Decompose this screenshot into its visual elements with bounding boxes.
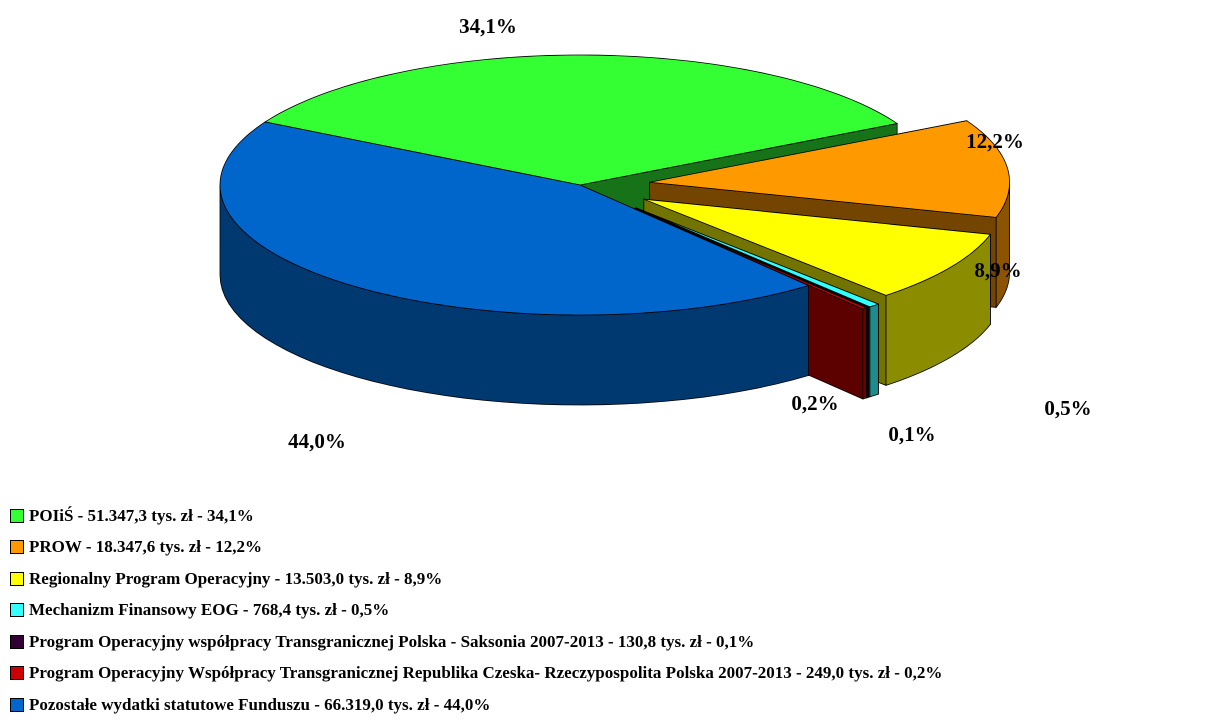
legend-item: Program Operacyjny współpracy Transgrani…: [10, 626, 942, 658]
legend-item: POIiŚ - 51.347,3 tys. zł - 34,1%: [10, 500, 942, 532]
legend-swatch: [10, 603, 24, 618]
data-label: 34,1%: [459, 14, 517, 38]
legend-item: Mechanizm Finansowy EOG - 768,4 tys. zł …: [10, 595, 942, 627]
legend-label: POIiŚ - 51.347,3 tys. zł - 34,1%: [29, 505, 254, 525]
legend-item: Program Operacyjny Współpracy Transgrani…: [10, 658, 942, 690]
data-label: 12,2%: [966, 129, 1024, 153]
slice: [643, 198, 992, 296]
legend-label: Pozostałe wydatki statutowe Funduszu - 6…: [29, 694, 491, 714]
chart: 34,1% 12,2% 8,9% 0,5% 0,1% 0,2% 44,0%: [219, 14, 1092, 453]
legend-swatch: [10, 540, 24, 555]
legend-label: Program Operacyjny Współpracy Transgrani…: [29, 663, 943, 683]
legend-swatch: [10, 666, 24, 681]
legend-item: Regionalny Program Operacyjny - 13.503,0…: [10, 563, 942, 595]
legend-label: PROW - 18.347,6 tys. zł - 12,2%: [29, 537, 262, 557]
slice-side: [866, 306, 870, 399]
slice: [634, 208, 868, 310]
data-label: 0,5%: [1044, 396, 1091, 420]
legend-swatch: [10, 697, 24, 712]
legend: POIiŚ - 51.347,3 tys. zł - 34,1% PROW - 1…: [10, 500, 942, 721]
data-label: 0,2%: [791, 391, 838, 415]
legend-label: Mechanizm Finansowy EOG - 768,4 tys. zł …: [29, 600, 390, 620]
data-label: 0,1%: [888, 422, 935, 446]
legend-item: Pozostałe wydatki statutowe Funduszu - 6…: [10, 689, 942, 721]
data-label: 44,0%: [288, 429, 346, 453]
slice: [264, 54, 899, 186]
legend-label: Program Operacyjny współpracy Transgrani…: [29, 631, 755, 651]
slice: [649, 120, 1010, 218]
slice: [219, 121, 810, 316]
slice-side: [869, 303, 879, 398]
legend-item: PROW - 18.347,6 tys. zł - 12,2%: [10, 532, 942, 564]
legend-swatch: [10, 634, 24, 649]
legend-swatch: [10, 571, 24, 586]
legend-swatch: [10, 508, 24, 523]
legend-label: Regionalny Program Operacyjny - 13.503,0…: [29, 568, 443, 588]
slice: [634, 207, 870, 309]
data-label: 8,9%: [974, 258, 1021, 282]
slice-side: [862, 307, 867, 400]
slice: [636, 207, 880, 308]
